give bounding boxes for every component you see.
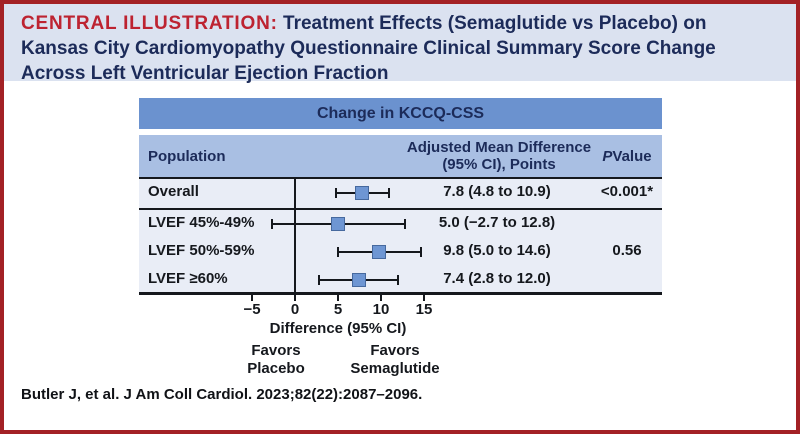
ci-cap-right bbox=[404, 219, 407, 229]
x-axis-tick bbox=[380, 295, 382, 301]
x-axis-tick bbox=[423, 295, 425, 301]
x-axis-tick bbox=[251, 295, 253, 301]
pvalue-p-italic: P bbox=[602, 147, 613, 165]
ci-cap-right bbox=[419, 247, 422, 257]
ci-cap-left bbox=[270, 219, 273, 229]
ci-cap-left bbox=[318, 275, 321, 285]
x-axis-tick-label: 10 bbox=[372, 301, 390, 318]
x-axis-line bbox=[139, 292, 662, 295]
ci-cap-right bbox=[397, 275, 400, 285]
title-kicker: CENTRAL ILLUSTRATION: bbox=[21, 13, 278, 34]
title-text-1: Treatment Effects (Semaglutide vs Placeb… bbox=[283, 13, 707, 34]
x-axis-tick bbox=[337, 295, 339, 301]
value-text: 5.0 (−2.7 to 12.8) bbox=[438, 214, 556, 231]
x-axis-tick-label: 0 bbox=[290, 301, 300, 318]
overall-subgroup-divider-line bbox=[139, 208, 662, 210]
point-estimate-marker bbox=[355, 186, 370, 200]
ci-cap-left bbox=[335, 188, 338, 198]
row-label: LVEF 50%-59% bbox=[148, 242, 255, 259]
point-estimate-marker bbox=[372, 245, 387, 259]
title-line-1: CENTRAL ILLUSTRATION: Treatment Effects … bbox=[21, 11, 778, 36]
figure-title-band: CENTRAL ILLUSTRATION: Treatment Effects … bbox=[4, 4, 796, 84]
table-title-band: Change in KCCQ-CSS bbox=[139, 98, 662, 129]
title-line-2: Kansas City Cardiomyopathy Questionnaire… bbox=[21, 38, 716, 59]
amd-header-line-2: (95% CI), Points bbox=[442, 156, 556, 173]
pvalue-rest: Value bbox=[612, 147, 652, 165]
column-header-adjusted-mean-difference: Adjusted Mean Difference (95% CI), Point… bbox=[379, 139, 619, 173]
column-header-population: Population bbox=[148, 147, 226, 165]
column-header-row: Population Adjusted Mean Difference (95%… bbox=[139, 135, 662, 177]
value-text: 7.8 (4.8 to 10.9) bbox=[443, 183, 551, 200]
p-value-text: 0.56 bbox=[612, 242, 642, 259]
ci-cap-left bbox=[337, 247, 339, 257]
amd-header-line-1: Adjusted Mean Difference bbox=[406, 139, 592, 156]
zero-reference-line bbox=[294, 179, 296, 292]
citation: Butler J, et al. J Am Coll Cardiol. 2023… bbox=[21, 386, 423, 403]
x-axis-tick-label: 5 bbox=[333, 301, 343, 318]
row-label: LVEF 45%-49% bbox=[148, 214, 255, 231]
x-axis-title: Difference (95% CI) bbox=[269, 320, 407, 337]
x-axis-tick-label: −5 bbox=[243, 301, 261, 318]
row-label: LVEF ≥60% bbox=[148, 270, 228, 287]
point-estimate-marker bbox=[331, 217, 345, 231]
x-axis-tick bbox=[294, 295, 296, 301]
favors-placebo-label: Favors Placebo bbox=[247, 342, 305, 377]
favors-semaglutide-label: Favors Semaglutide bbox=[350, 342, 440, 377]
forest-plot-body bbox=[139, 179, 662, 292]
point-estimate-marker bbox=[351, 273, 366, 287]
x-axis-tick-label: 15 bbox=[415, 301, 433, 318]
value-text: 7.4 (2.8 to 12.0) bbox=[443, 270, 551, 287]
title-line-3: Across Left Ventricular Ejection Fractio… bbox=[21, 63, 389, 84]
ci-cap-right bbox=[387, 188, 390, 198]
value-text: 9.8 (5.0 to 14.6) bbox=[443, 242, 551, 259]
column-header-pvalue: P Value bbox=[577, 135, 677, 177]
p-value-text: <0.001* bbox=[600, 183, 654, 200]
row-label: Overall bbox=[148, 183, 199, 200]
header-divider-line bbox=[139, 177, 662, 179]
